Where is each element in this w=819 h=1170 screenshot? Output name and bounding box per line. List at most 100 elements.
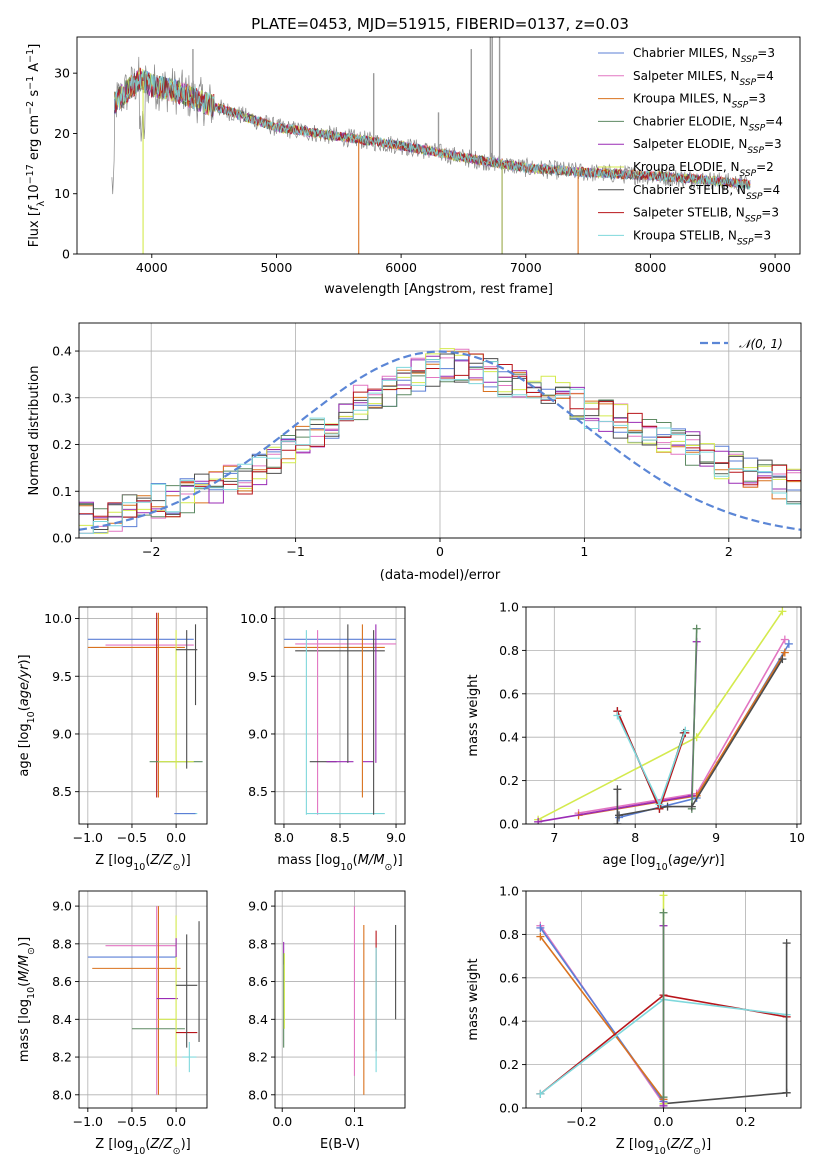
- x-tick-label: 0.0: [272, 1114, 292, 1129]
- y-tick-label: 0.4: [52, 344, 72, 359]
- label-part: ⊙: [173, 862, 181, 873]
- label-part: [log: [108, 1137, 133, 1152]
- y-tick-label: 0.8: [499, 927, 519, 942]
- label-part: )]: [17, 654, 32, 664]
- weight-marker: [655, 800, 664, 809]
- weight_vs_age-ylabel: mass weight: [466, 674, 481, 756]
- label-part: Z: [95, 1137, 108, 1152]
- label-part: [log: [631, 853, 656, 868]
- label-part: Z/Z: [149, 853, 173, 868]
- label-part: mass: [277, 853, 315, 868]
- y-tick-label: 0.0: [52, 531, 72, 546]
- label-part: (: [353, 853, 358, 868]
- label-part: −1: [25, 49, 36, 63]
- weight-line: [578, 652, 786, 817]
- histogram-lines: [79, 348, 801, 534]
- x-tick-label: 2: [725, 544, 733, 559]
- age_vs_mass-frame: [274, 606, 406, 825]
- label-part: age: [602, 853, 630, 868]
- y-tick-label: 9.0: [52, 899, 72, 914]
- histogram-legend: 𝒩(0, 1): [700, 337, 783, 351]
- y-tick-label: 0.2: [499, 773, 519, 788]
- legend-entry: Salpeter ELODIE, NSSP=3: [633, 137, 782, 156]
- legend-entry: Salpeter STELIB, NSSP=3: [633, 206, 779, 225]
- label-part: (: [145, 1137, 150, 1152]
- legend-tail: =2: [756, 160, 774, 174]
- label-part: ⊙: [173, 1146, 181, 1157]
- y-tick-label: 8.4: [52, 1012, 72, 1027]
- x-tick-label: 9.0: [386, 830, 406, 845]
- mass_vs_Z-xlabel: Z [log10(Z/Z⊙)]: [95, 1137, 190, 1157]
- spectrum-axes: 4000 5000 6000 7000 8000 9000 0 10 20 30: [54, 66, 791, 275]
- weight-marker: [613, 785, 622, 794]
- y-tick-label: 8.0: [52, 1087, 72, 1102]
- label-part: Z: [95, 853, 108, 868]
- y-tick-label: 0.3: [52, 390, 72, 405]
- x-tick-label: 7: [550, 830, 558, 845]
- y-tick-label: 0.4: [499, 1014, 519, 1029]
- legend-entry: Kroupa ELODIE, NSSP=2: [633, 160, 774, 179]
- spectrum-legend: Chabrier MILES, N SSP =3 Salpeter MILES, N S…: [598, 46, 783, 247]
- x-tick-label: −2: [142, 544, 160, 559]
- y-tick-label: 10.0: [44, 611, 72, 626]
- histogram-frame: [78, 322, 802, 539]
- y-tick-label: 9.0: [248, 899, 268, 914]
- weight-marker: [784, 639, 793, 648]
- legend-sub: SSP: [740, 169, 757, 179]
- x-tick-label: 0.0: [166, 830, 186, 845]
- y-tick-label: 10: [54, 186, 70, 201]
- age_vs_Z-errorbars: [87, 612, 203, 815]
- x-tick-label: 5000: [261, 260, 293, 275]
- label-part: −2: [25, 101, 36, 115]
- spectrum-xlabel: wavelength [Angstrom, rest frame]: [324, 282, 553, 297]
- x-tick-label: −0.5: [117, 1114, 147, 1129]
- legend-text: Kroupa MILES, N: [633, 92, 732, 106]
- label-part: −17: [25, 164, 36, 184]
- mass_vs_Z-axes: −1.0 −0.5 0.0 8.0 8.2 8.4 8.6 8.8 9.0: [52, 891, 207, 1129]
- y-tick-label: 0: [62, 247, 70, 262]
- model-spectrum-8: [114, 70, 751, 190]
- label-part: ]: [27, 44, 42, 49]
- legend-text: Kroupa ELODIE, N: [633, 160, 740, 174]
- y-tick-label: 8.8: [52, 936, 72, 951]
- y-tick-label: 8.0: [248, 1087, 268, 1102]
- x-tick-label: 0.0: [166, 1114, 186, 1129]
- label-part: 10: [656, 862, 668, 873]
- age_vs_mass-errorbars: [283, 624, 397, 815]
- weight-line: [618, 658, 784, 817]
- x-tick-label: 9: [712, 830, 720, 845]
- label-part: (: [668, 853, 673, 868]
- label-part: age/yr: [17, 663, 32, 706]
- legend-entry: Kroupa STELIB, NSSP=3: [633, 228, 771, 247]
- weight-marker: [780, 648, 789, 657]
- label-part: −1: [25, 76, 36, 90]
- y-tick-label: 0.1: [52, 484, 72, 499]
- age_vs_Z-axes: −1.0 −0.5 0.0 8.5 9.0 9.5 10.0: [44, 607, 207, 845]
- weight-marker: [663, 802, 672, 811]
- legend-text: Chabrier STELIB, N: [633, 183, 746, 197]
- histogram-series-0: [79, 359, 801, 534]
- weight-marker: [659, 1101, 668, 1108]
- label-part: age/yr: [673, 853, 716, 868]
- x-tick-label: −0.2: [566, 1114, 596, 1129]
- spectrum-frame: [76, 36, 801, 255]
- legend-tail: =3: [753, 228, 771, 242]
- weight_vs_age-axes: 7 8 9 10 0.0 0.2 0.4 0.6 0.8 1.0: [499, 600, 805, 846]
- label-part: )]: [181, 1137, 191, 1152]
- weight-marker: [692, 624, 701, 633]
- legend-text: Salpeter MILES, N: [633, 69, 740, 83]
- histogram-xlabel: (data-model)/error: [380, 568, 501, 583]
- x-tick-label: −1: [286, 544, 304, 559]
- weight_vs_Z-frame: [525, 890, 802, 1109]
- legend-tail: =3: [748, 92, 766, 106]
- legend-text: Salpeter ELODIE, N: [633, 137, 747, 151]
- spectrum-ylabel: Flux [fλ10−17 erg cm−2 s−1 A−1]: [25, 44, 47, 248]
- legend-text: Chabrier MILES, N: [633, 46, 741, 60]
- x-tick-label: 0.2: [736, 1114, 756, 1129]
- panels: 4000 5000 6000 7000 8000 90000102030wavelengt…: [17, 36, 805, 1157]
- x-tick-label: 8: [631, 830, 639, 845]
- label-part: 10: [133, 862, 145, 873]
- label-part: 10: [654, 1146, 666, 1157]
- weight-marker: [536, 932, 545, 941]
